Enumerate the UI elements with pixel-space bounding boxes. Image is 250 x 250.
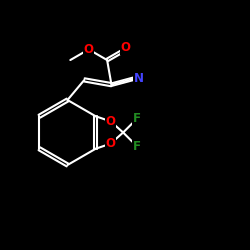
Text: N: N [134, 72, 143, 85]
Text: O: O [106, 137, 116, 150]
Text: O: O [120, 41, 130, 54]
Text: O: O [106, 115, 116, 128]
Text: F: F [133, 112, 141, 125]
Text: O: O [84, 43, 94, 56]
Text: F: F [133, 140, 141, 153]
